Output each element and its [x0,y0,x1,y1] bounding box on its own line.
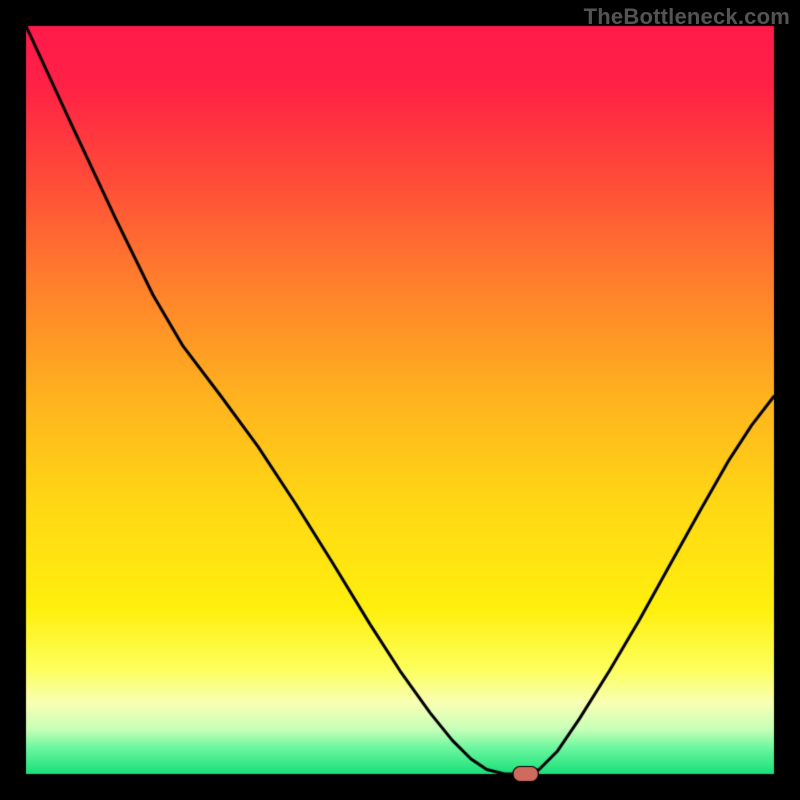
watermark-text: TheBottleneck.com [584,4,790,30]
bottleneck-chart-canvas [0,0,800,800]
